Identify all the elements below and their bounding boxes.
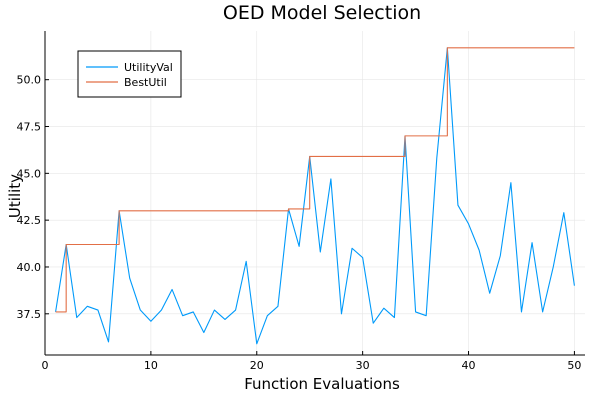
- y-tick-label: 45.0: [17, 167, 42, 180]
- chart-title: OED Model Selection: [223, 2, 421, 24]
- legend-box: [77, 50, 182, 98]
- x-tick-label: 10: [144, 359, 158, 372]
- legend-label-utilityval: UtilityVal: [124, 61, 173, 74]
- y-tick-label: 40.0: [17, 261, 42, 274]
- x-tick-label: 30: [356, 359, 370, 372]
- x-tick-label: 20: [250, 359, 264, 372]
- legend-label-bestutil: BestUtil: [124, 76, 167, 89]
- series-layer: [55, 47, 575, 345]
- x-axis-label: Function Evaluations: [244, 375, 400, 393]
- y-axis-label: Utility: [6, 174, 24, 218]
- y-tick-label: 42.5: [17, 214, 42, 227]
- y-tick-label: 50.0: [17, 74, 42, 87]
- ticks: 0 10 20 30 40 50 37.5 40.0 42.5 45.0 47.5 50.0: [17, 74, 582, 372]
- y-tick-label: 47.5: [17, 121, 42, 134]
- x-tick-label: 40: [462, 359, 476, 372]
- series-line-utilityval: [55, 47, 575, 345]
- series-line-bestutil: [55, 47, 575, 313]
- legend: UtilityVal BestUtil: [77, 50, 182, 98]
- x-tick-label: 50: [567, 359, 581, 372]
- y-tick-label: 37.5: [17, 308, 42, 321]
- axes: [44, 31, 585, 356]
- x-tick-label: 0: [42, 359, 49, 372]
